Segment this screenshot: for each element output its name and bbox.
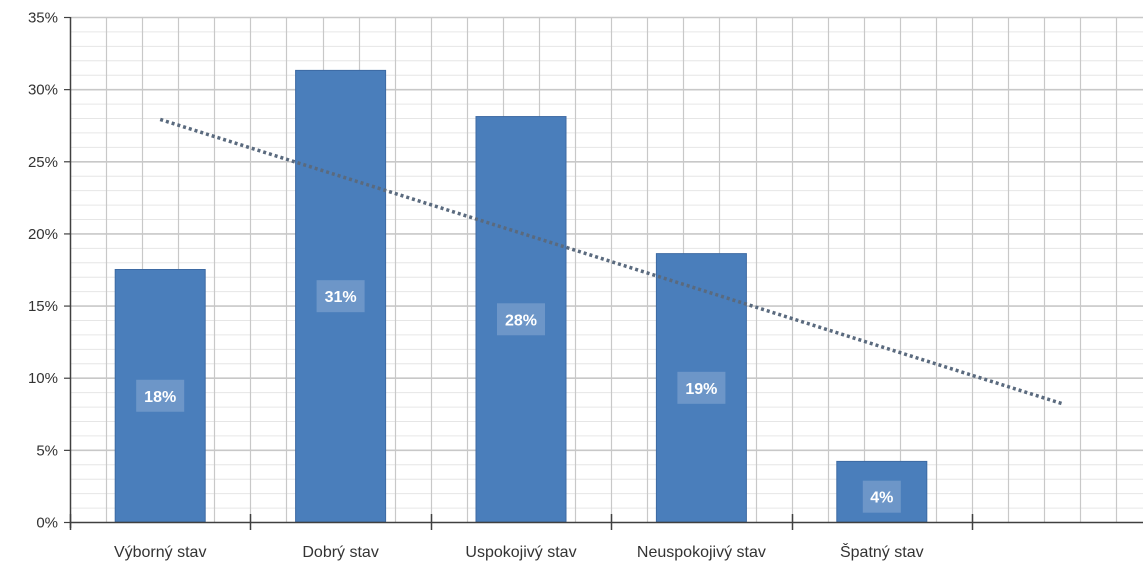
y-tick-label: 0%: [36, 515, 58, 532]
y-tick-label: 30%: [28, 82, 58, 99]
data-label: 28%: [505, 312, 537, 329]
data-label-box: [136, 379, 185, 412]
y-tick-label: 35%: [28, 10, 58, 27]
data-label-box: [862, 480, 901, 513]
y-tick-label: 20%: [28, 226, 58, 243]
data-label-box: [677, 371, 726, 404]
data-label: 18%: [144, 389, 176, 406]
data-label-box: [497, 303, 545, 336]
y-tick-label: 10%: [28, 370, 58, 387]
data-labels: 18% 31% 28% 19% 4%: [136, 280, 901, 513]
data-label-box: [316, 280, 365, 313]
data-label: 4%: [870, 490, 893, 507]
category-label: Dobrý stav: [302, 544, 378, 561]
trendline: [159, 117, 1063, 406]
y-tick-label: 5%: [36, 442, 58, 459]
category-label: Neuspokojivý stav: [637, 544, 766, 561]
category-label: Uspokojivý stav: [465, 544, 576, 561]
data-label: 19%: [685, 381, 717, 398]
data-label: 31%: [325, 289, 357, 306]
axes: 0% 5% 10% 15% 20% 25% 30% 35% Výborný stav Dobrý …: [28, 10, 1143, 561]
y-tick-label: 25%: [28, 154, 58, 171]
bars: [114, 69, 928, 523]
category-label: Špatný stav: [840, 542, 924, 561]
category-label: Výborný stav: [114, 544, 206, 561]
y-tick-label: 15%: [28, 298, 58, 315]
grid: [70, 16, 1143, 522]
trendline-group: [159, 117, 1063, 406]
